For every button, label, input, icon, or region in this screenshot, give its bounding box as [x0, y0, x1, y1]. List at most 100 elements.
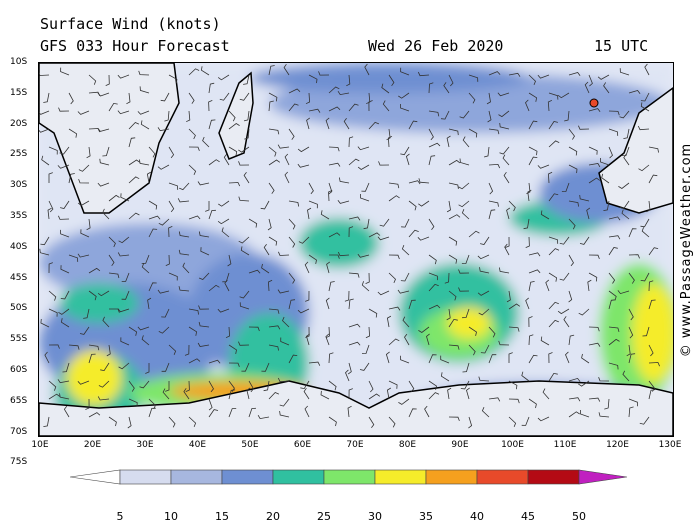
wind-barb	[58, 308, 70, 315]
wind-barb	[208, 284, 220, 292]
latitude-label: 20S	[10, 118, 28, 129]
wind-barb	[364, 63, 370, 76]
wind-barb	[428, 155, 436, 166]
wind-barb	[337, 90, 350, 96]
wind-barb	[320, 210, 330, 220]
forecast-label: GFS 033 Hour Forecast	[40, 37, 230, 55]
wind-barb	[248, 269, 261, 274]
wind-barb	[164, 110, 170, 122]
wind-barb	[328, 182, 333, 195]
wind-barb	[308, 254, 317, 264]
wind-barb	[400, 272, 410, 282]
wind-barb	[85, 398, 90, 410]
wind-barb	[418, 326, 430, 333]
wind-barb	[178, 286, 190, 292]
wind-barb	[498, 340, 510, 346]
wind-barb	[448, 344, 460, 350]
wind-barb	[637, 125, 650, 131]
wind-barb	[387, 135, 393, 148]
wind-barb	[288, 128, 295, 140]
wind-barb	[80, 229, 90, 238]
wind-barb	[105, 74, 110, 86]
wind-barb	[488, 128, 500, 135]
wind-barb	[568, 290, 573, 303]
wind-barb	[448, 159, 461, 166]
wind-barb	[228, 146, 238, 156]
wind-barb	[462, 136, 470, 148]
wind-barb	[548, 372, 558, 382]
wind-barb	[40, 236, 50, 246]
wind-barb	[400, 355, 410, 364]
wind-barb	[279, 410, 290, 418]
wind-barb	[179, 182, 190, 191]
wind-barb	[508, 416, 517, 428]
wind-barb	[588, 163, 601, 168]
wind-barb	[168, 182, 179, 190]
wind-barb	[368, 416, 375, 429]
wind-barb	[528, 398, 537, 409]
wind-barb	[224, 279, 230, 292]
wind-barb	[618, 182, 630, 189]
wind-barb	[528, 92, 538, 102]
wind-barb	[121, 272, 130, 282]
wind-field-svg	[39, 63, 673, 436]
wind-barb	[377, 290, 390, 296]
wind-barb	[97, 92, 110, 97]
wind-barb	[161, 308, 170, 318]
wind-barb	[608, 299, 616, 310]
wind-barb	[137, 110, 150, 115]
wind-barb	[557, 92, 570, 99]
wind-barb	[598, 412, 610, 418]
wind-barb	[640, 218, 650, 228]
wind-barb	[41, 155, 50, 166]
wind-barb	[257, 414, 270, 420]
wind-barb	[388, 306, 401, 311]
latitude-label: 75S	[10, 457, 28, 468]
wind-barb	[268, 65, 275, 76]
wind-barb	[446, 308, 451, 321]
wind-barb	[88, 344, 100, 351]
wind-barb	[626, 344, 631, 357]
wind-barb	[148, 228, 158, 238]
wind-barb	[88, 290, 97, 301]
wind-barb	[60, 200, 70, 209]
wind-barb	[608, 326, 620, 333]
wind-barb	[468, 92, 476, 104]
wind-barb	[621, 146, 630, 156]
wind-barb	[278, 251, 290, 256]
wind-barb	[304, 261, 310, 274]
wind-barb	[628, 228, 637, 238]
tropical-cyclone-marker	[589, 98, 599, 108]
wind-barb	[477, 254, 490, 260]
wind-barb	[177, 198, 190, 203]
wind-barb	[141, 263, 150, 274]
wind-barb	[97, 290, 110, 297]
wind-barb	[297, 308, 310, 314]
longitude-label: 60E	[293, 440, 312, 450]
wind-barb	[528, 269, 541, 274]
wind-barb	[168, 74, 178, 84]
wind-barb	[547, 171, 553, 184]
wind-barb	[461, 209, 470, 220]
wind-barb	[597, 74, 610, 80]
wind-barb	[448, 128, 459, 136]
wind-barb	[505, 236, 510, 248]
wind-barb	[443, 82, 450, 94]
wind-barb	[83, 308, 90, 319]
wind-barb	[277, 289, 290, 294]
wind-barb	[267, 218, 272, 231]
wind-barb	[198, 231, 210, 238]
wind-barb	[404, 333, 410, 346]
wind-barb	[208, 380, 214, 393]
wind-barb	[440, 355, 450, 364]
wind-barb	[208, 82, 215, 94]
wind-barb	[121, 290, 130, 300]
wind-barb	[398, 92, 410, 99]
wind-barb	[564, 110, 570, 122]
wind-barb	[146, 171, 152, 184]
wind-barb	[205, 201, 210, 212]
colorbar-tick-label: 5	[116, 510, 124, 523]
wind-barb	[228, 408, 237, 418]
wind-barb	[157, 127, 170, 132]
wind-barb	[243, 171, 250, 184]
